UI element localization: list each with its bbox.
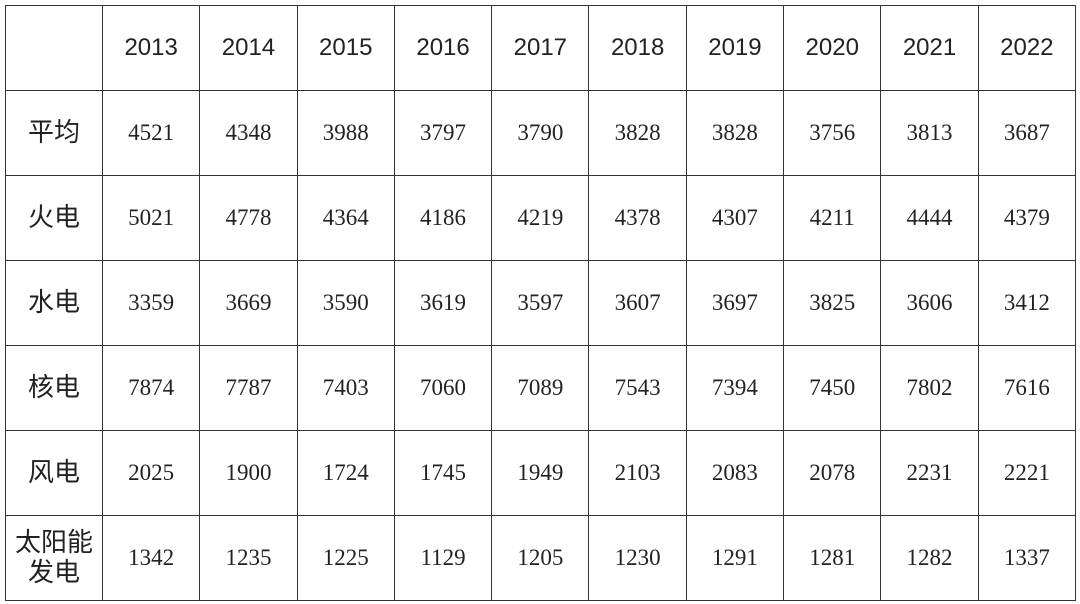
cell: 2221 (977, 430, 1077, 516)
cell: 3813 (880, 90, 979, 176)
cell: 3597 (491, 260, 590, 346)
cell: 4307 (685, 175, 785, 261)
cell: 3828 (588, 90, 687, 176)
cell: 3797 (393, 90, 493, 176)
cell: 4219 (491, 175, 590, 261)
cell: 7616 (977, 345, 1077, 431)
cell: 1342 (101, 515, 201, 601)
column-header: 2018 (588, 5, 687, 91)
cell: 1900 (199, 430, 298, 516)
table-row: 火电 5021 4778 4364 4186 4219 4378 4307 4211 4444 43… (5, 175, 1077, 261)
cell: 1281 (783, 515, 882, 601)
corner-cell (5, 5, 103, 91)
column-header: 2019 (685, 5, 785, 91)
row-label: 核电 (5, 345, 103, 431)
cell: 3687 (977, 90, 1077, 176)
cell: 3756 (783, 90, 882, 176)
cell: 3790 (491, 90, 590, 176)
cell: 3412 (977, 260, 1077, 346)
cell: 1205 (491, 515, 590, 601)
cell: 1745 (393, 430, 493, 516)
cell: 4186 (393, 175, 493, 261)
cell: 4521 (101, 90, 201, 176)
cell: 1225 (296, 515, 395, 601)
cell: 1129 (393, 515, 493, 601)
cell: 3590 (296, 260, 395, 346)
column-header: 2021 (880, 5, 979, 91)
column-header: 2015 (296, 5, 395, 91)
cell: 1724 (296, 430, 395, 516)
cell: 7802 (880, 345, 979, 431)
cell: 3697 (685, 260, 785, 346)
data-table: 2013 2014 2015 2016 2017 2018 2019 2020 2021 2022… (5, 5, 1077, 601)
cell: 5021 (101, 175, 201, 261)
cell: 1291 (685, 515, 785, 601)
row-label: 风电 (5, 430, 103, 516)
cell: 4364 (296, 175, 395, 261)
table-row: 平均 4521 4348 3988 3797 3790 3828 3828 3756 3813 36… (5, 90, 1077, 176)
cell: 2231 (880, 430, 979, 516)
column-header: 2013 (101, 5, 201, 91)
header-row: 2013 2014 2015 2016 2017 2018 2019 2020 2021 2022 (5, 5, 1077, 91)
cell: 4378 (588, 175, 687, 261)
cell: 7450 (783, 345, 882, 431)
column-header: 2016 (393, 5, 493, 91)
cell: 2083 (685, 430, 785, 516)
cell: 4211 (783, 175, 882, 261)
row-label: 平均 (5, 90, 103, 176)
cell: 1230 (588, 515, 687, 601)
cell: 7089 (491, 345, 590, 431)
cell: 7403 (296, 345, 395, 431)
column-header: 2017 (491, 5, 590, 91)
cell: 2025 (101, 430, 201, 516)
cell: 1949 (491, 430, 590, 516)
cell: 1282 (880, 515, 979, 601)
row-label: 火电 (5, 175, 103, 261)
cell: 3606 (880, 260, 979, 346)
table-row: 核电 7874 7787 7403 7060 7089 7543 7394 7450 7802 76… (5, 345, 1077, 431)
table-row: 风电 2025 1900 1724 1745 1949 2103 2083 2078 2231 22… (5, 430, 1077, 516)
row-label: 太阳能发电 (5, 515, 103, 601)
cell: 3359 (101, 260, 201, 346)
cell: 3825 (783, 260, 882, 346)
row-label: 水电 (5, 260, 103, 346)
cell: 3669 (199, 260, 298, 346)
table-row: 水电 3359 3669 3590 3619 3597 3607 3697 3825 3606 34… (5, 260, 1077, 346)
cell: 3988 (296, 90, 395, 176)
cell: 1337 (977, 515, 1077, 601)
cell: 3619 (393, 260, 493, 346)
cell: 4444 (880, 175, 979, 261)
cell: 2078 (783, 430, 882, 516)
cell: 7874 (101, 345, 201, 431)
column-header: 2020 (783, 5, 882, 91)
cell: 4379 (977, 175, 1077, 261)
cell: 3607 (588, 260, 687, 346)
column-header: 2014 (199, 5, 298, 91)
cell: 7394 (685, 345, 785, 431)
cell: 2103 (588, 430, 687, 516)
cell: 7787 (199, 345, 298, 431)
cell: 3828 (685, 90, 785, 176)
cell: 4348 (199, 90, 298, 176)
table-body: 平均 4521 4348 3988 3797 3790 3828 3828 3756 3813 36… (5, 90, 1077, 601)
column-header: 2022 (977, 5, 1077, 91)
cell: 4778 (199, 175, 298, 261)
cell: 7060 (393, 345, 493, 431)
cell: 1235 (199, 515, 298, 601)
cell: 7543 (588, 345, 687, 431)
table-row: 太阳能发电 1342 1235 1225 1129 1205 1230 1291 1281 128… (5, 515, 1077, 601)
